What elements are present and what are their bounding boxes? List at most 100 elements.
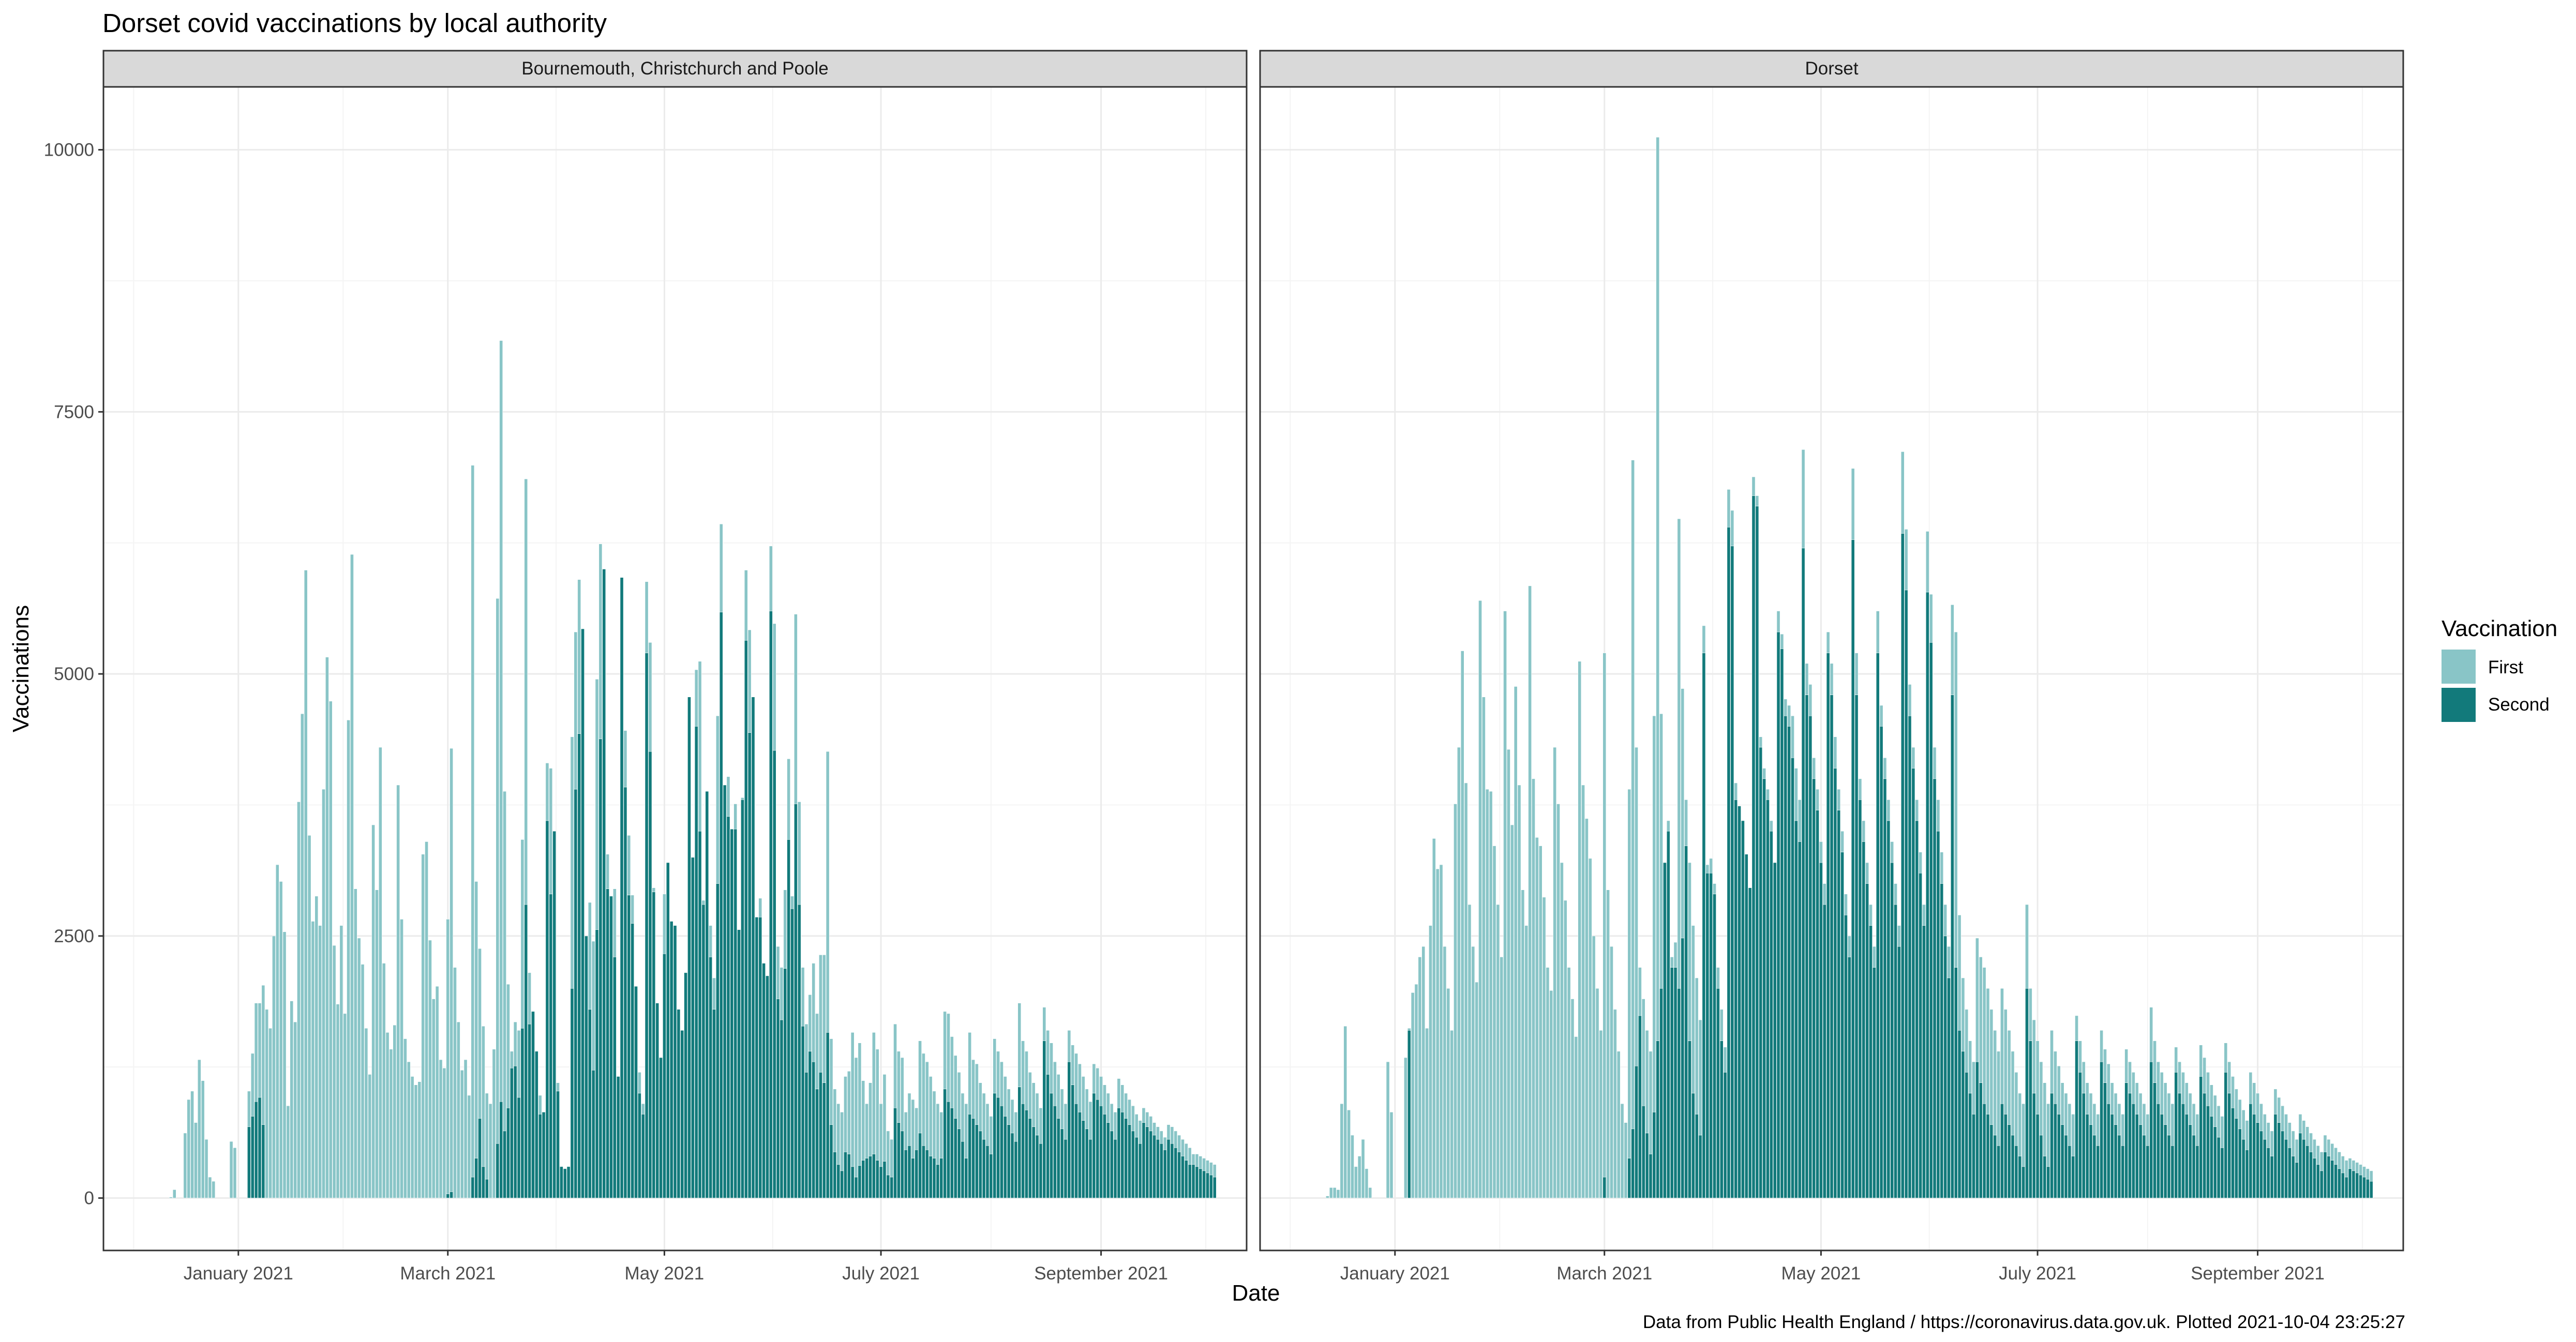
bar-first [1411, 992, 1415, 1198]
bar-first [311, 921, 315, 1198]
bar-second [907, 1145, 911, 1198]
bar-first [1429, 925, 1432, 1198]
bar-first [1485, 789, 1489, 1198]
bar-second [2284, 1139, 2288, 1198]
bar-first [488, 1103, 492, 1198]
facet-panels: Bournemouth, Christchurch and Poole 0 2500… [44, 50, 2404, 1284]
bar-second [726, 816, 730, 1198]
bar-second [446, 1194, 450, 1198]
bar-second [1092, 1093, 1096, 1198]
bar-second [2192, 1135, 2196, 1198]
bar-second [2298, 1133, 2302, 1198]
bar-second [1883, 778, 1887, 1198]
bar-second [471, 1177, 475, 1198]
bar-first [1326, 1196, 1329, 1198]
bar-first [375, 889, 379, 1198]
caption: Data from Public Health England / https:… [1643, 1312, 2405, 1332]
x-tick-label: January 2021 [1340, 1263, 1450, 1284]
bar-first [187, 1099, 191, 1198]
bar-second [957, 1128, 961, 1198]
bar-second [2178, 1093, 2181, 1198]
bar-first [1567, 967, 1571, 1198]
bar-second [1943, 936, 1948, 1198]
bar-first [1574, 1036, 1578, 1198]
bar-second [2110, 1114, 2114, 1198]
bar-second [499, 1101, 503, 1198]
bar-first [357, 938, 361, 1198]
bar-second [534, 1051, 538, 1198]
bar-second [947, 1101, 950, 1198]
bar-second [677, 1009, 681, 1198]
bar-first [339, 925, 343, 1198]
bar-second [2319, 1170, 2324, 1198]
bar-second [1961, 1051, 1965, 1198]
bar-second [2270, 1156, 2274, 1198]
bar-first [389, 1049, 393, 1198]
bar-second [1830, 695, 1834, 1198]
bar-second [1925, 592, 1929, 1198]
bar-first [350, 554, 354, 1198]
bar-second [900, 1130, 904, 1198]
bar-second [882, 1161, 887, 1198]
bar-second [506, 1108, 510, 1198]
bar-second [2078, 1072, 2082, 1198]
bar-second [1794, 820, 1798, 1198]
bar-second [2100, 1061, 2104, 1198]
bar-second [513, 1065, 517, 1198]
bar-second [758, 917, 762, 1198]
bar-second [1762, 778, 1766, 1198]
bar-second [595, 929, 599, 1198]
bar-second [741, 800, 744, 1198]
bar-second [1748, 887, 1752, 1198]
bar-second [897, 1122, 901, 1198]
bar-second [1950, 695, 1954, 1198]
bar-second [1872, 967, 1876, 1198]
bar-second [1120, 1112, 1125, 1198]
bar-second [1663, 862, 1667, 1198]
bar-first [172, 1189, 176, 1198]
bar-second [694, 726, 698, 1198]
bar-second [847, 1154, 851, 1198]
bar-first [1517, 785, 1521, 1198]
bar-first [1616, 1051, 1621, 1198]
bar-first [410, 1076, 414, 1198]
bar-second [652, 892, 656, 1198]
bar-first [1528, 585, 1532, 1198]
bar-first [385, 1032, 390, 1198]
bar-second [780, 1019, 784, 1198]
bar-second [875, 1160, 879, 1198]
bar-second [2291, 1156, 2295, 1198]
bar-second [1166, 1139, 1171, 1198]
bar-first [442, 1067, 446, 1198]
bar-second [545, 820, 549, 1198]
bar-first [496, 598, 500, 1198]
bar-first [371, 824, 376, 1198]
bar-first [353, 888, 357, 1198]
bar-second [1968, 1093, 1972, 1198]
bar-second [1751, 495, 1756, 1198]
bar-second [1206, 1172, 1209, 1198]
bar-second [606, 888, 609, 1198]
facet-strip-label: Bournemouth, Christchurch and Poole [521, 58, 828, 79]
bar-second [1908, 715, 1912, 1198]
bar-first [204, 1139, 208, 1198]
bar-second [1844, 915, 1848, 1198]
bar-second [2235, 1118, 2238, 1198]
bar-second [2362, 1177, 2366, 1198]
bar-second [1886, 820, 1891, 1198]
bar-second [591, 1070, 595, 1198]
bar-second [1805, 695, 1809, 1198]
bar-second [2131, 1103, 2135, 1198]
bar-second [684, 972, 687, 1198]
bar-second [751, 697, 755, 1198]
bar-first [1514, 686, 1518, 1198]
bar-first [1361, 1139, 1365, 1198]
bar-second [2341, 1172, 2345, 1198]
bar-second [687, 697, 691, 1198]
bar-second [1673, 967, 1678, 1198]
bar-first [378, 747, 382, 1198]
bar-second [2277, 1122, 2281, 1198]
bar-second [1184, 1160, 1188, 1198]
bar-second [450, 1192, 453, 1198]
